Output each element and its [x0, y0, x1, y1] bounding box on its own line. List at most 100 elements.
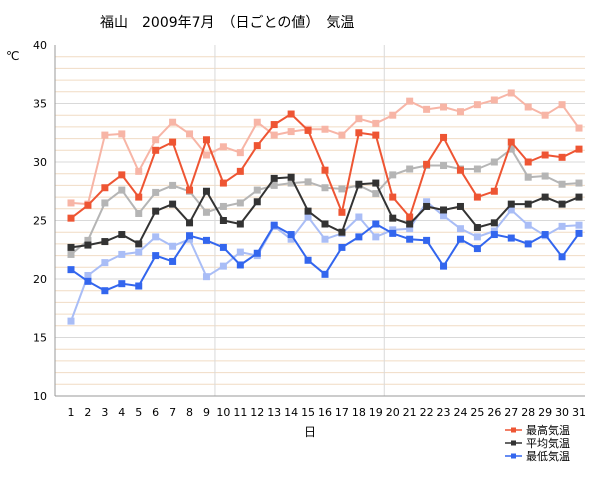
x-tick-label: 25 — [470, 406, 484, 419]
normal-series-point — [186, 235, 194, 243]
series-point — [169, 138, 177, 146]
series-point — [152, 146, 160, 154]
series-point — [389, 214, 397, 222]
normal-series-point — [507, 206, 515, 214]
normal-series-point — [287, 179, 295, 187]
series-point — [236, 261, 244, 269]
series-point — [67, 243, 75, 251]
normal-series-point — [372, 233, 380, 241]
normal-series-point — [575, 179, 583, 187]
normal-series-point — [169, 118, 177, 126]
x-tick-label: 31 — [572, 406, 586, 419]
normal-series-point — [321, 125, 329, 133]
x-tick-label: 10 — [216, 406, 230, 419]
y-axis-unit: ℃ — [6, 49, 19, 63]
normal-series-point — [507, 89, 515, 97]
x-tick-label: 26 — [487, 406, 501, 419]
series-point — [338, 243, 346, 251]
series-point — [135, 193, 143, 201]
normal-series-point — [389, 111, 397, 119]
series-point — [575, 229, 583, 237]
series-point — [355, 233, 363, 241]
series-point — [558, 200, 566, 208]
series-point — [270, 221, 278, 229]
chart-title: 福山 2009年7月 （日ごとの値） 気温 — [100, 15, 354, 31]
series-line — [70, 223, 580, 292]
y-tick-label: 40 — [33, 39, 47, 52]
series-point — [406, 220, 414, 228]
x-tick-label: 24 — [453, 406, 467, 419]
y-tick-label: 35 — [33, 98, 47, 111]
normal-series-point — [236, 149, 244, 157]
x-tick-label: 23 — [437, 406, 451, 419]
series-point — [541, 151, 549, 159]
y-tick-label: 15 — [33, 332, 47, 345]
x-tick-label: 5 — [135, 406, 142, 419]
series-point — [423, 202, 431, 210]
normal-series-point — [524, 173, 532, 181]
normal-series-point — [541, 111, 549, 119]
series-point — [101, 184, 109, 192]
series-point — [355, 180, 363, 188]
series-point — [507, 234, 515, 242]
normal-series-line — [70, 200, 580, 322]
series-point — [186, 232, 194, 240]
series-point — [219, 243, 227, 251]
normal-series-point — [118, 186, 126, 194]
x-tick-label: 4 — [118, 406, 125, 419]
series-point — [321, 220, 329, 228]
normal-series-point — [338, 131, 346, 139]
normal-series-point — [406, 225, 414, 233]
series-point — [304, 207, 312, 215]
normal-series-point — [524, 221, 532, 229]
normal-series-point — [236, 248, 244, 256]
series-point — [135, 282, 143, 290]
series-point — [524, 158, 532, 166]
series-point — [304, 256, 312, 264]
normal-series-point — [321, 235, 329, 243]
series-point — [186, 219, 194, 227]
normal-series-point — [169, 181, 177, 189]
series-point — [406, 213, 414, 221]
series-point — [253, 198, 261, 206]
normal-series-point — [202, 151, 210, 159]
series-point — [456, 166, 464, 174]
series-point — [507, 200, 515, 208]
normal-series-point — [406, 165, 414, 173]
normal-series-point — [152, 188, 160, 196]
series-point — [270, 121, 278, 129]
normal-series-point — [253, 118, 261, 126]
series-point — [440, 206, 448, 214]
y-tick-label: 20 — [33, 273, 47, 286]
x-tick-label: 20 — [386, 406, 400, 419]
normal-series-point — [101, 199, 109, 207]
normal-series-point — [270, 181, 278, 189]
normal-series-point — [389, 226, 397, 234]
x-tick-label: 8 — [186, 406, 193, 419]
x-tick-label: 30 — [555, 406, 569, 419]
normal-series-point — [490, 96, 498, 104]
normal-series-point — [186, 130, 194, 138]
y-tick-label: 25 — [33, 215, 47, 228]
series-point — [490, 231, 498, 239]
normal-series-point — [67, 199, 75, 207]
normal-series-point — [219, 262, 227, 270]
series-point — [575, 145, 583, 153]
normal-series-layer — [67, 89, 583, 325]
series-point — [558, 253, 566, 261]
legend-label: 平均気温 — [526, 436, 570, 450]
x-tick-label: 21 — [403, 406, 417, 419]
normal-series-point — [490, 227, 498, 235]
series-point — [101, 287, 109, 295]
normal-series-point — [135, 209, 143, 217]
normal-series-point — [541, 172, 549, 180]
series-point — [67, 214, 75, 222]
normal-series-point — [169, 242, 177, 250]
series-point — [524, 200, 532, 208]
series-point — [287, 110, 295, 118]
normal-series-point — [440, 162, 448, 170]
x-tick-label: 7 — [169, 406, 176, 419]
